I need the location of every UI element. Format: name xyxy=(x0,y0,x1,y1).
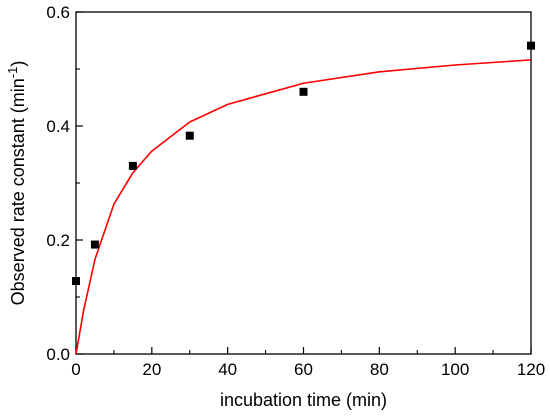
y-tick-label: 0.6 xyxy=(46,3,70,22)
series-layer xyxy=(72,41,535,354)
fit-curve xyxy=(75,59,532,354)
y-tick-label: 0.2 xyxy=(46,231,70,250)
data-point xyxy=(185,131,194,140)
plot-area xyxy=(75,11,532,355)
data-point xyxy=(90,240,99,249)
plot-frame xyxy=(75,11,532,355)
x-axis-title: incubation time (min) xyxy=(220,390,387,410)
y-axis-title-superscript: -1 xyxy=(5,67,20,79)
x-tick-label: 60 xyxy=(294,360,313,379)
data-point xyxy=(128,161,137,170)
y-axis-title-main: Observed rate constant (min xyxy=(8,78,28,305)
x-axis-ticks: 0 20 40 60 80 100 120 xyxy=(71,347,545,379)
x-tick-label: 100 xyxy=(441,360,469,379)
data-point xyxy=(72,277,80,286)
y-axis-title: Observed rate constant (min-1) xyxy=(5,61,29,306)
data-point xyxy=(527,41,535,50)
x-tick-label: 80 xyxy=(370,360,389,379)
data-point xyxy=(299,87,308,96)
x-tick-label: 40 xyxy=(218,360,237,379)
x-tick-label: 20 xyxy=(142,360,161,379)
y-axis-ticks: 0.0 0.2 0.4 0.6 xyxy=(46,3,83,364)
x-tick-label: 120 xyxy=(517,360,545,379)
x-tick-label: 0 xyxy=(71,360,80,379)
y-tick-label: 0.0 xyxy=(46,345,70,364)
y-axis-title-suffix: ) xyxy=(8,61,28,67)
y-tick-label: 0.4 xyxy=(46,117,70,136)
